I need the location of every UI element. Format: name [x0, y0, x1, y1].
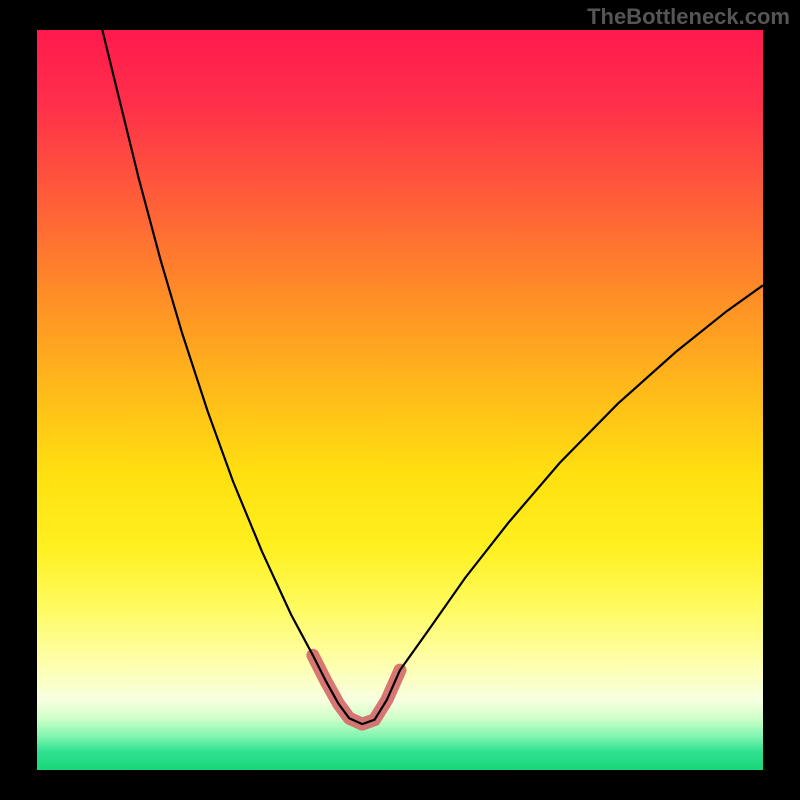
- bottleneck-chart: [0, 0, 800, 800]
- plot-background-gradient: [37, 30, 763, 770]
- canvas-root: TheBottleneck.com: [0, 0, 800, 800]
- watermark-text: TheBottleneck.com: [587, 4, 790, 30]
